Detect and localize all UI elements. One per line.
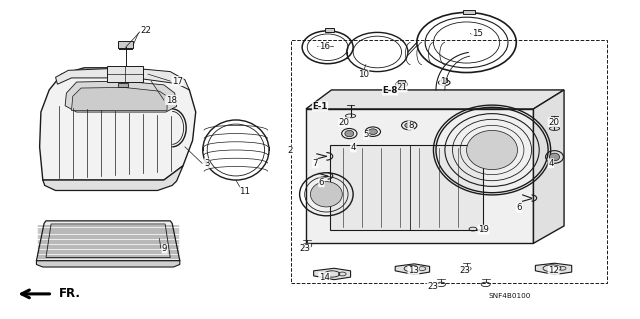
Polygon shape [40,68,196,180]
Polygon shape [395,264,429,275]
Text: 4: 4 [548,159,554,168]
Polygon shape [118,83,127,87]
Text: 23: 23 [300,244,310,253]
Polygon shape [56,68,189,90]
Ellipse shape [310,182,342,207]
Polygon shape [330,145,483,230]
Text: 13: 13 [408,266,419,275]
Polygon shape [36,260,180,267]
Polygon shape [314,268,351,280]
Text: 10: 10 [358,70,369,79]
Bar [106,66,143,82]
Ellipse shape [369,129,378,135]
Polygon shape [36,221,180,261]
Text: 6: 6 [516,203,522,212]
Text: 4: 4 [351,143,356,152]
Text: 11: 11 [239,187,250,196]
Text: SNF4B0100: SNF4B0100 [489,293,531,299]
Text: 20: 20 [548,118,559,127]
Text: E-1: E-1 [312,102,328,111]
Ellipse shape [404,123,413,128]
Polygon shape [536,263,572,275]
Ellipse shape [345,130,354,137]
Bar [118,41,133,48]
Bar [398,80,404,85]
Text: 17: 17 [172,77,183,85]
Polygon shape [306,90,564,109]
Text: E-8: E-8 [383,86,398,95]
Text: 7: 7 [312,159,318,168]
Polygon shape [65,81,177,112]
Polygon shape [43,166,183,190]
Polygon shape [534,90,564,243]
Text: 6: 6 [319,178,324,187]
Text: 20: 20 [339,118,349,127]
Text: 5: 5 [364,130,369,139]
Text: 12: 12 [548,266,559,275]
Text: 14: 14 [319,273,330,282]
Text: 16: 16 [319,42,330,51]
Text: 8: 8 [408,121,413,130]
Bar [441,78,447,82]
Bar [325,28,334,32]
Text: 18: 18 [166,96,177,105]
Ellipse shape [467,130,518,170]
Text: 23: 23 [459,266,470,275]
Text: 19: 19 [478,225,489,234]
Text: 1: 1 [440,77,445,85]
Text: 22: 22 [140,26,151,35]
Text: FR.: FR. [59,287,81,300]
Text: 2: 2 [288,146,293,155]
Text: 9: 9 [162,244,167,253]
Text: 15: 15 [472,29,483,38]
Text: 23: 23 [427,282,438,291]
Ellipse shape [549,153,559,161]
Text: 21: 21 [396,83,407,92]
Polygon shape [306,109,534,243]
Polygon shape [72,87,167,110]
Bar [291,40,607,284]
Text: 3: 3 [204,159,209,168]
Bar [463,10,475,14]
